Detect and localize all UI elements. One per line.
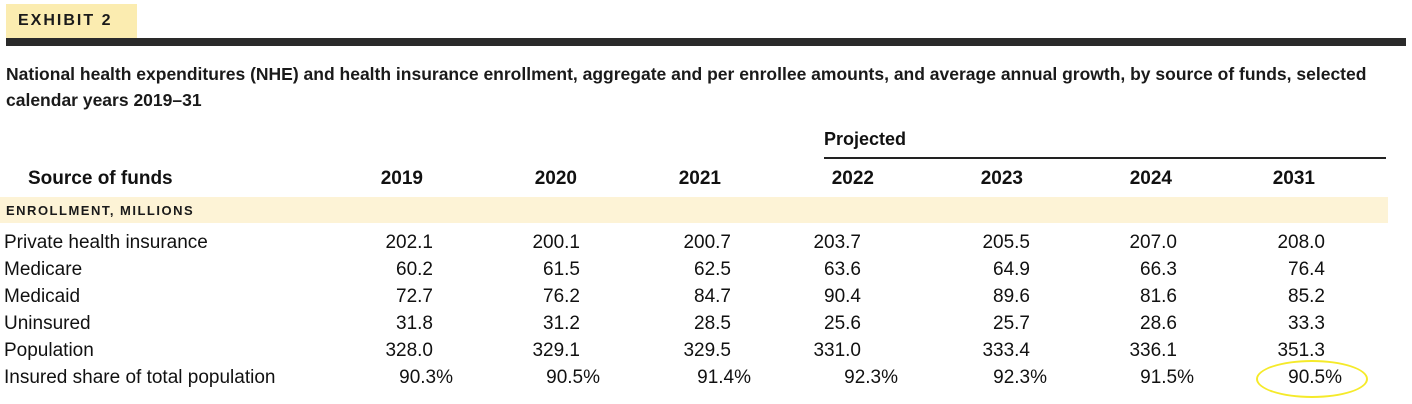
- year-header-2024: 2024: [1129, 168, 1172, 189]
- table-cell: 205.5: [982, 232, 1030, 253]
- table-row: Private health insurance 202.1 200.1 200…: [0, 230, 1410, 257]
- table-cell: 329.5: [683, 340, 731, 361]
- year-header-2031: 2031: [1272, 168, 1315, 189]
- table-cell: 200.7: [683, 232, 731, 253]
- table-cell: 328.0: [385, 340, 433, 361]
- table-cell: 33.3: [1288, 313, 1325, 334]
- exhibit-title: National health expenditures (NHE) and h…: [6, 64, 1367, 110]
- table-cell: 351.3: [1277, 340, 1325, 361]
- source-of-funds-header: Source of funds: [28, 168, 173, 189]
- table-cell: 208.0: [1277, 232, 1325, 253]
- year-header-2021: 2021: [678, 168, 721, 189]
- table-cell: 329.1: [532, 340, 580, 361]
- table-cell: 90.4: [824, 286, 861, 307]
- year-header-2019: 2019: [380, 168, 423, 189]
- table-row: Insured share of total population 90.3% …: [0, 365, 1410, 392]
- table-cell: 91.5%: [1140, 367, 1194, 388]
- table-row: Medicare 60.2 61.5 62.5 63.6 64.9 66.3 7…: [0, 257, 1410, 284]
- table-cell: 203.7: [813, 232, 861, 253]
- year-header-2020: 2020: [534, 168, 577, 189]
- table-cell: 76.2: [543, 286, 580, 307]
- section-band: ENROLLMENT, MILLIONS: [0, 197, 1388, 223]
- table-cell: 89.6: [993, 286, 1030, 307]
- table-cell: 91.4%: [697, 367, 751, 388]
- projected-label: Projected: [824, 129, 907, 149]
- projected-rule: [824, 157, 1386, 159]
- table-cell: 76.4: [1288, 259, 1325, 280]
- table-row: Population 328.0 329.1 329.5 331.0 333.4…: [0, 338, 1410, 365]
- table-row: Medicaid 72.7 76.2 84.7 90.4 89.6 81.6 8…: [0, 284, 1410, 311]
- table-cell: 81.6: [1140, 286, 1177, 307]
- table-row: Uninsured 31.8 31.2 28.5 25.6 25.7 28.6 …: [0, 311, 1410, 338]
- top-rule: [6, 38, 1406, 46]
- table-cell: 28.5: [694, 313, 731, 334]
- table-cell: 31.8: [396, 313, 433, 334]
- table-cell: 64.9: [993, 259, 1030, 280]
- table-cell: 60.2: [396, 259, 433, 280]
- table-cell: 63.6: [824, 259, 861, 280]
- table-cell: 92.3%: [993, 367, 1047, 388]
- year-header-2023: 2023: [980, 168, 1023, 189]
- row-label: Private health insurance: [4, 232, 208, 253]
- table-cell: 90.5%: [546, 367, 600, 388]
- table-cell: 28.6: [1140, 313, 1177, 334]
- exhibit-label: EXHIBIT 2: [18, 12, 113, 29]
- table-cell: 331.0: [813, 340, 861, 361]
- table-cell: 66.3: [1140, 259, 1177, 280]
- table-cell: 90.3%: [399, 367, 453, 388]
- row-label: Population: [4, 340, 94, 361]
- table-cell: 61.5: [543, 259, 580, 280]
- table-cell: 25.6: [824, 313, 861, 334]
- table-cell: 85.2: [1288, 286, 1325, 307]
- row-label: Medicare: [4, 259, 83, 280]
- table-cell: 333.4: [982, 340, 1030, 361]
- exhibit-tag: EXHIBIT 2: [6, 4, 137, 38]
- table-cell: 25.7: [993, 313, 1030, 334]
- row-label: Uninsured: [4, 313, 91, 334]
- row-label: Medicaid: [4, 286, 81, 307]
- table-cell: 207.0: [1129, 232, 1177, 253]
- table-cell: 72.7: [396, 286, 433, 307]
- section-label: ENROLLMENT, MILLIONS: [6, 203, 195, 218]
- table-cell: 31.2: [543, 313, 580, 334]
- year-header-2022: 2022: [831, 168, 874, 189]
- table-cell: 336.1: [1129, 340, 1177, 361]
- table-cell: 92.3%: [844, 367, 898, 388]
- table-cell: 62.5: [694, 259, 731, 280]
- table-cell: 202.1: [385, 232, 433, 253]
- highlight-circle: [1256, 360, 1368, 398]
- table-cell: 200.1: [532, 232, 580, 253]
- row-label: Insured share of total population: [4, 367, 276, 388]
- table-cell: 84.7: [694, 286, 731, 307]
